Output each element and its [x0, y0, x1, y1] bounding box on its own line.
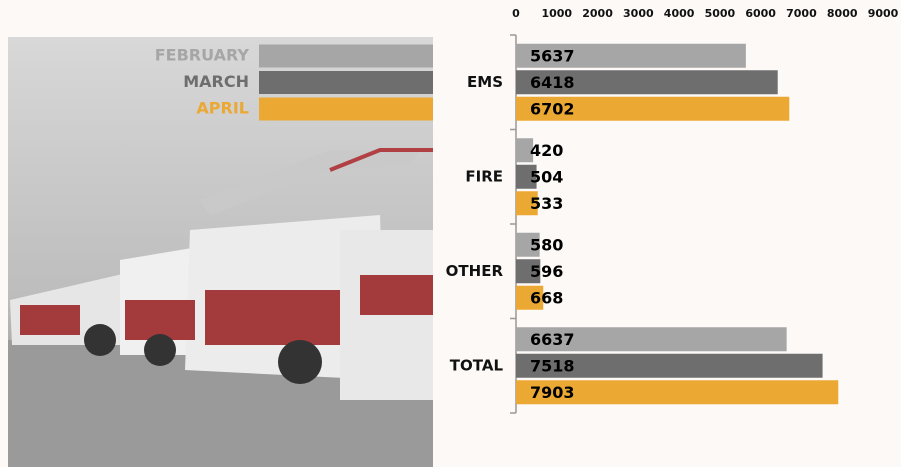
x-tick-label: 7000	[786, 7, 817, 20]
legend-swatch	[259, 45, 433, 68]
value-label: 533	[530, 194, 563, 213]
x-tick-label: 8000	[827, 7, 858, 20]
value-label: 6702	[530, 99, 575, 118]
value-label: 668	[530, 288, 563, 307]
legend-label: FEBRUARY	[155, 46, 250, 65]
legend-swatch	[259, 71, 433, 94]
x-tick-label: 9000	[868, 7, 899, 20]
x-tick-label: 4000	[664, 7, 695, 20]
x-tick-label: 0	[512, 7, 520, 20]
value-label: 7903	[530, 383, 575, 402]
legend-swatch	[259, 98, 433, 121]
legend-label: MARCH	[183, 72, 249, 91]
y-tick-label: FIRE	[465, 167, 503, 185]
value-label: 7518	[530, 356, 575, 375]
value-label: 6637	[530, 330, 575, 349]
x-tick-label: 2000	[582, 7, 613, 20]
chart: FEBRUARY MARCH APRIL 0 1000 2000 3000 4000 5000…	[0, 0, 901, 467]
value-label: 6418	[530, 73, 575, 92]
x-tick-label: 3000	[623, 7, 654, 20]
x-tick-label: 6000	[745, 7, 776, 20]
legend: FEBRUARY MARCH APRIL	[155, 45, 433, 121]
x-tick-label: 1000	[541, 7, 572, 20]
y-tick-label: OTHER	[446, 262, 504, 280]
value-label: 420	[530, 141, 563, 160]
y-tick-label: TOTAL	[450, 356, 504, 374]
y-tick-label: EMS	[467, 73, 503, 91]
x-tick-label: 5000	[705, 7, 736, 20]
legend-label: APRIL	[196, 99, 249, 118]
value-label: 596	[530, 262, 563, 281]
value-label: 5637	[530, 46, 575, 65]
value-label: 504	[530, 167, 563, 186]
value-label: 580	[530, 235, 563, 254]
